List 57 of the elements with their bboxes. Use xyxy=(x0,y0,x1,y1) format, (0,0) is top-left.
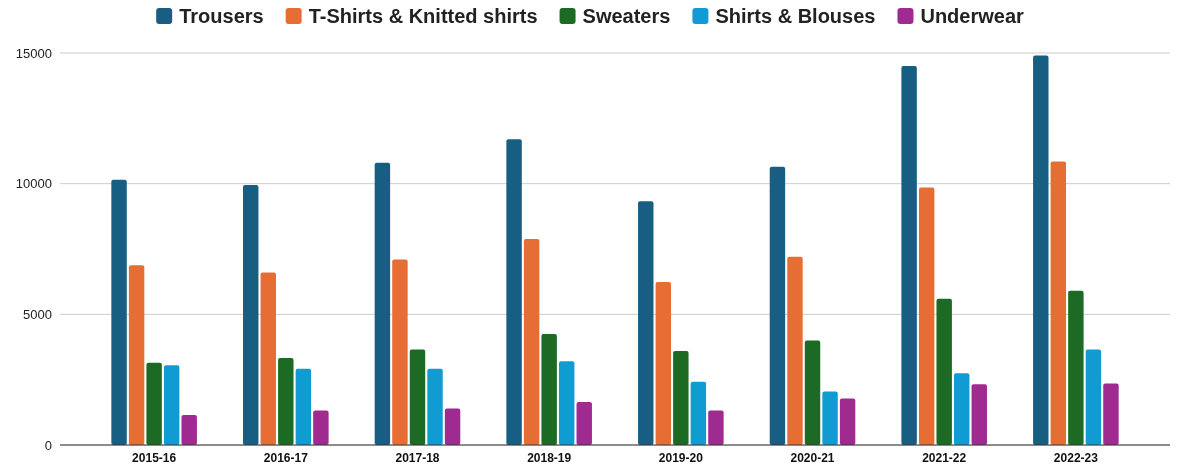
bar xyxy=(163,365,180,445)
bar xyxy=(243,184,259,445)
legend-label: Sweaters xyxy=(582,5,671,27)
x-tick-label: 2019-20 xyxy=(658,450,704,465)
y-tick-label: 5000 xyxy=(23,306,52,322)
x-tick-label: 2016-17 xyxy=(263,450,309,465)
bar xyxy=(374,162,391,445)
bar xyxy=(1050,161,1067,445)
bar xyxy=(971,384,987,445)
bar xyxy=(260,272,276,445)
bar xyxy=(146,362,162,445)
x-tick-label: 2022-23 xyxy=(1053,450,1099,465)
x-tick-label: 2018-19 xyxy=(527,450,572,465)
bar xyxy=(444,408,461,445)
bar xyxy=(541,333,557,445)
y-tick-label: 0 xyxy=(44,437,52,453)
legend-label: Trousers xyxy=(179,5,264,27)
x-tick-label: 2020-21 xyxy=(790,450,835,465)
bar xyxy=(655,281,672,445)
bar xyxy=(392,259,408,445)
bar xyxy=(523,239,540,445)
bar xyxy=(673,350,689,445)
bar xyxy=(769,166,786,445)
bar xyxy=(638,201,654,445)
bar xyxy=(278,357,294,445)
bar xyxy=(409,349,426,445)
bar xyxy=(918,187,935,445)
bar xyxy=(558,361,575,445)
bar xyxy=(111,179,127,445)
bar xyxy=(576,401,592,445)
bar xyxy=(313,410,329,445)
bar xyxy=(804,340,821,445)
bar xyxy=(427,368,443,445)
bar xyxy=(506,139,522,445)
bar xyxy=(708,410,724,445)
x-tick-label: 2017-18 xyxy=(395,450,440,465)
bar xyxy=(690,381,707,445)
bar xyxy=(787,256,803,445)
legend-label: T-Shirts & Knitted shirts xyxy=(308,5,538,27)
bar xyxy=(1085,349,1102,445)
legend-label: Underwear xyxy=(920,5,1025,27)
bar xyxy=(295,368,312,445)
x-tick-label: 2021-22 xyxy=(922,450,967,465)
bar xyxy=(181,414,197,445)
x-tick-label: 2015-16 xyxy=(132,450,177,465)
bar xyxy=(1068,290,1084,445)
bar xyxy=(839,398,856,445)
bar xyxy=(901,66,917,445)
y-tick-label: 15000 xyxy=(15,45,52,61)
bar xyxy=(954,373,970,445)
y-tick-label: 10000 xyxy=(15,176,52,192)
bar xyxy=(1103,383,1119,445)
legend-label: Shirts & Blouses xyxy=(715,5,876,27)
bar xyxy=(128,265,145,445)
bar xyxy=(1033,55,1049,445)
bar xyxy=(822,391,838,445)
bar xyxy=(936,298,952,445)
